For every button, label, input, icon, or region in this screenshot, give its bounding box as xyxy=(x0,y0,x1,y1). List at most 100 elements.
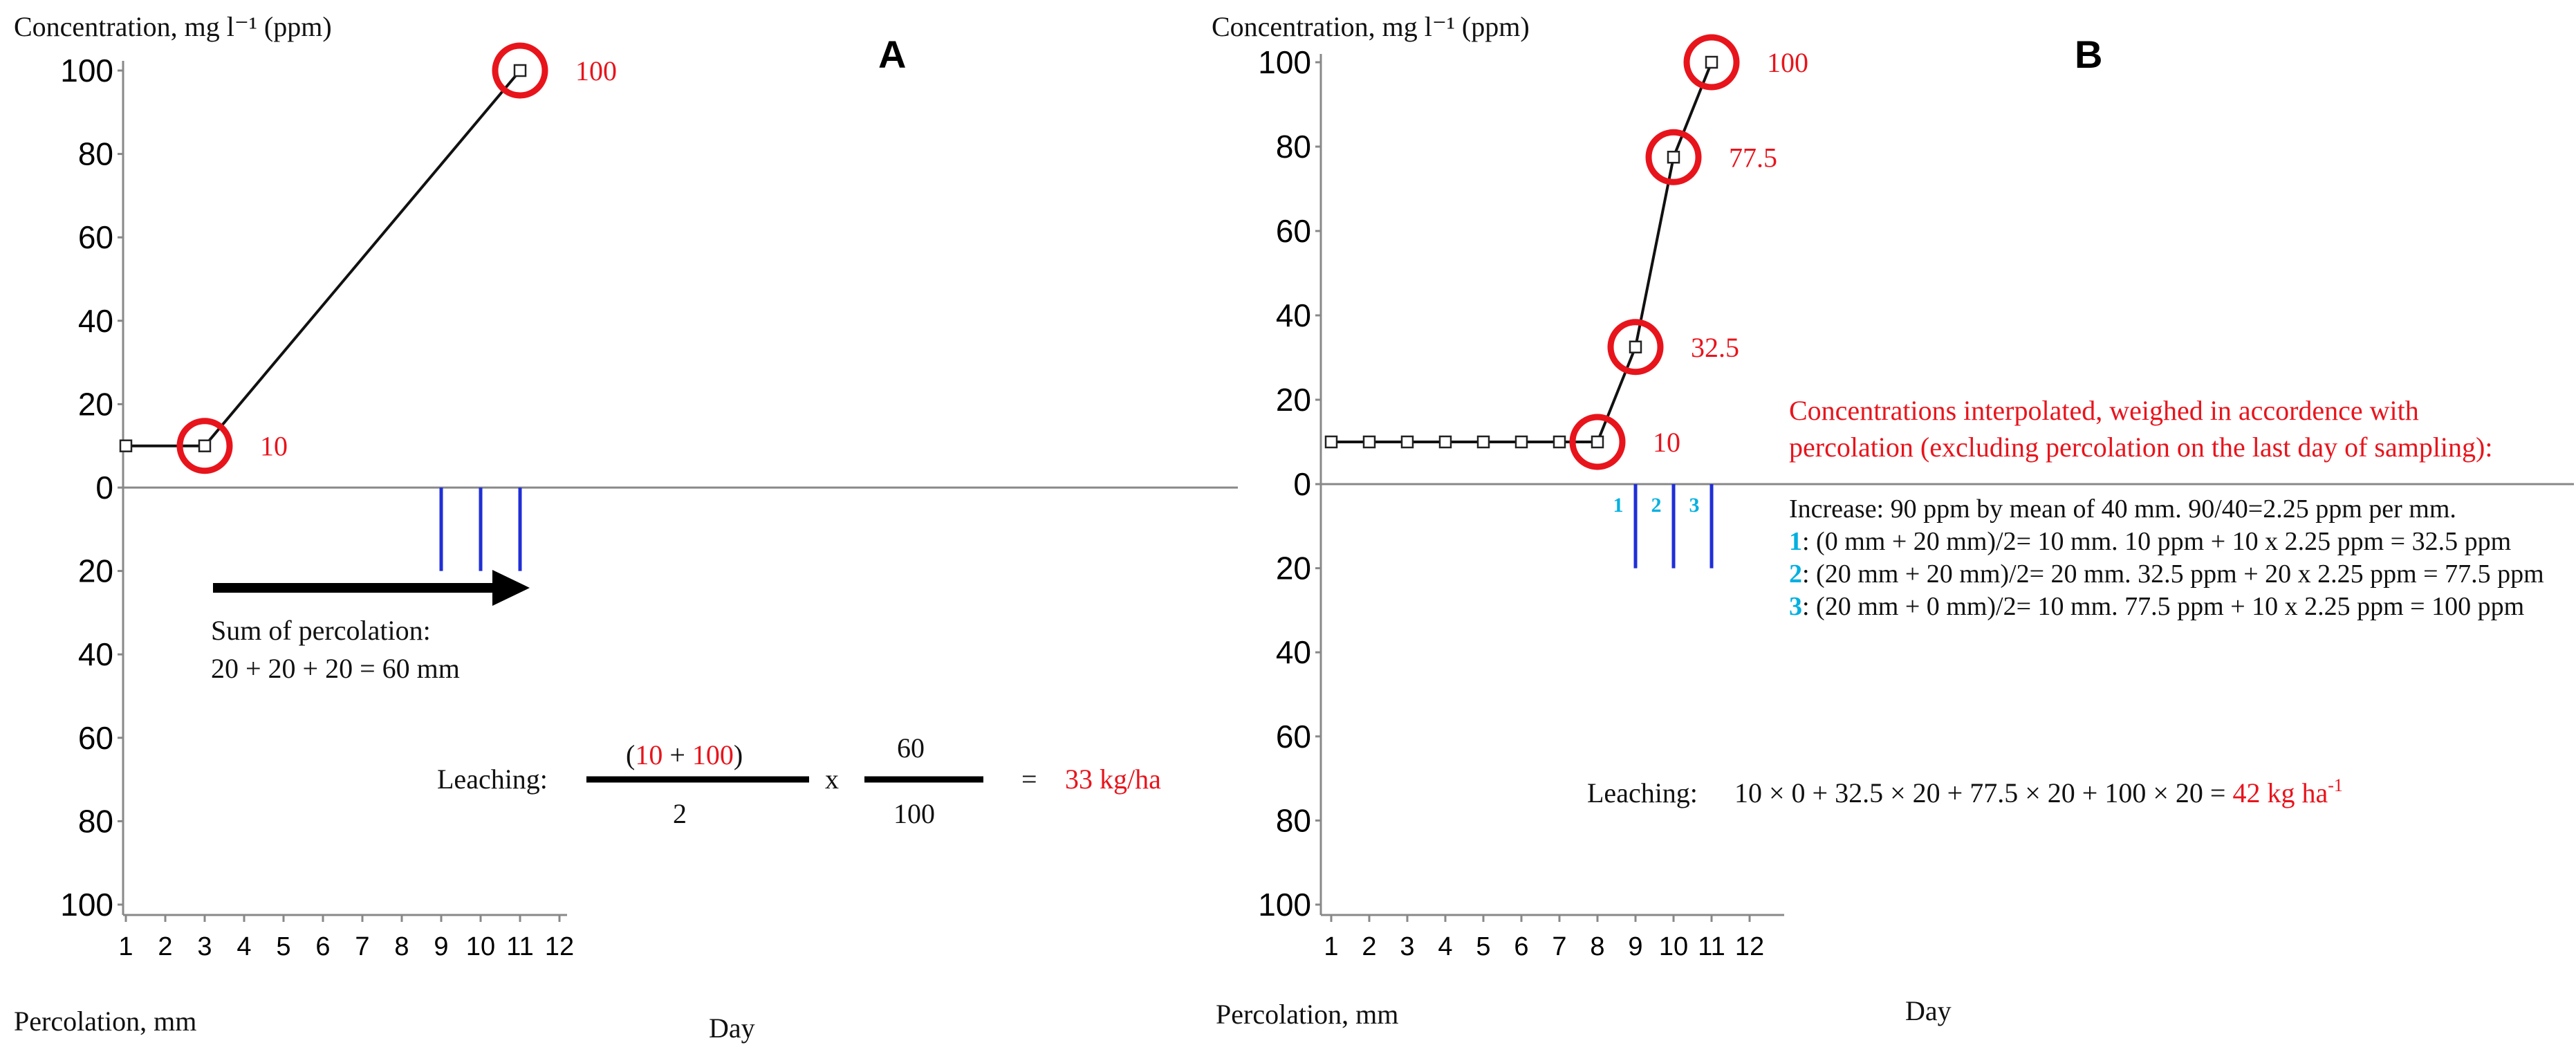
highlight-label: 100 xyxy=(1767,47,1808,78)
percolation-bar-label: 2 xyxy=(1651,494,1662,517)
y-tick-label: 80 xyxy=(78,136,113,172)
x-tick-label: 8 xyxy=(394,932,409,961)
y-tick-label: 40 xyxy=(78,303,113,339)
data-point xyxy=(1400,435,1414,449)
highlight-circle xyxy=(1569,414,1626,470)
panel-a-x-ticks: 1 2 3 4 5 6 7 8 9 10 11 12 xyxy=(118,915,574,961)
panel-b-label: B xyxy=(2075,33,2102,76)
x-tick-label: 4 xyxy=(1438,932,1452,961)
highlight-label: 10 xyxy=(260,431,288,462)
note-2-number: 2 xyxy=(1789,560,1802,589)
x-tick-label: 1 xyxy=(1324,932,1338,961)
panel-a-series-line xyxy=(126,69,521,447)
panel-b-leaching-label: Leaching: xyxy=(1587,777,1698,808)
data-point xyxy=(1324,435,1338,449)
panel-a-xlabel: Day xyxy=(709,1012,755,1044)
x-tick-label: 10 xyxy=(1659,932,1688,961)
panel-b-note-increase: Increase: 90 ppm by mean of 40 mm. 90/40… xyxy=(1789,494,2456,524)
highlight-circle xyxy=(1645,129,1702,185)
y-tick-label: 100 xyxy=(60,887,113,923)
x-tick-label: 4 xyxy=(237,932,251,961)
note-1-number: 1 xyxy=(1789,527,1802,556)
data-point xyxy=(1591,435,1604,449)
x-tick-label: 11 xyxy=(506,932,533,961)
equals-sign: = xyxy=(1021,764,1037,795)
panel-b-red-note-1: Concentrations interpolated, weighed in … xyxy=(1789,395,2419,426)
data-point xyxy=(1362,435,1376,449)
note-2-text: : (20 mm + 20 mm)/2= 20 mm. 32.5 ppm + 2… xyxy=(1802,560,2544,589)
panel-b-note-2: 2: (20 mm + 20 mm)/2= 20 mm. 32.5 ppm + … xyxy=(1789,560,2544,589)
highlight-circle xyxy=(176,418,233,474)
percolation-bar-label: 3 xyxy=(1689,494,1700,517)
x-tick-label: 12 xyxy=(1735,932,1764,961)
x-tick-label: 9 xyxy=(434,932,448,961)
data-point xyxy=(198,439,212,452)
panel-b-ylabel-concentration: Concentration, mg l⁻¹ (ppm) xyxy=(1212,11,1530,42)
y-tick-label: 60 xyxy=(78,219,113,255)
x-tick-label: 1 xyxy=(118,932,133,961)
y-tick-label: 40 xyxy=(78,636,113,672)
panel-b-percolation-bars: 1 2 3 xyxy=(1613,484,1714,568)
data-point xyxy=(1514,435,1528,449)
data-point xyxy=(1553,435,1566,449)
y-tick-label: 20 xyxy=(78,386,113,422)
panel-b: Concentration, mg l⁻¹ (ppm) B 100 80 60 40 2… xyxy=(1212,11,2574,1030)
panel-a-result: 33 kg/ha xyxy=(1065,764,1161,795)
paren-close: ) xyxy=(734,739,743,770)
y-tick-label: 20 xyxy=(1276,551,1311,586)
panel-b-points xyxy=(1324,55,1718,449)
panel-a-frac1-numerator: (10 + 100) xyxy=(626,739,743,770)
x-tick-label: 8 xyxy=(1590,932,1604,961)
times-sign: x xyxy=(825,764,839,795)
plus: + xyxy=(662,739,692,770)
x-tick-label: 5 xyxy=(276,932,290,961)
leaching-result-sup: -1 xyxy=(2328,775,2343,795)
y-tick-label: 40 xyxy=(1276,297,1311,333)
panel-a-points xyxy=(119,64,527,452)
y-tick-label: 80 xyxy=(1276,802,1311,838)
y-tick-label: 20 xyxy=(78,553,113,589)
x-tick-label: 7 xyxy=(1552,932,1566,961)
y-tick-label: 80 xyxy=(78,803,113,839)
highlight-circle xyxy=(1607,319,1664,376)
panel-a-percolation-bars xyxy=(439,488,522,571)
data-point xyxy=(1629,340,1642,353)
highlight-label: 77.5 xyxy=(1729,142,1777,173)
panel-b-x-ticks: 1 2 3 4 5 6 7 8 9 10 11 12 xyxy=(1324,915,1764,961)
panel-a-leaching-equation: Leaching: (10 + 100) 2 x 60 100 = 33 kg/… xyxy=(437,732,1161,829)
x-tick-label: 3 xyxy=(1400,932,1414,961)
x-tick-label: 2 xyxy=(158,932,172,961)
x-tick-label: 2 xyxy=(1362,932,1376,961)
panel-a-ylabel-percolation: Percolation, mm xyxy=(14,1006,196,1037)
leaching-result: 42 kg ha xyxy=(2232,777,2328,808)
panel-a-label: A xyxy=(878,33,906,76)
x-tick-label: 12 xyxy=(545,932,574,961)
panel-b-xlabel: Day xyxy=(1905,995,1952,1026)
data-point xyxy=(513,64,527,77)
y-tick-label: 0 xyxy=(95,470,113,506)
y-tick-label: 60 xyxy=(78,720,113,756)
panel-b-y-ticks: 100 80 60 40 20 0 20 40 60 80 100 xyxy=(1258,44,1321,923)
x-tick-label: 11 xyxy=(1698,932,1725,961)
note-1-text: : (0 mm + 20 mm)/2= 10 mm. 10 ppm + 10 x… xyxy=(1802,527,2511,556)
panel-a: Concentration, mg l⁻¹ (ppm) A 1008060402… xyxy=(14,11,1238,1044)
x-tick-label: 6 xyxy=(1514,932,1528,961)
y-tick-label: 20 xyxy=(1276,382,1311,418)
y-tick-label: 100 xyxy=(1258,44,1311,80)
panel-a-highlights: 10 100 xyxy=(176,42,617,474)
y-tick-label: 60 xyxy=(1276,213,1311,249)
note-3-number: 3 xyxy=(1789,592,1802,621)
note-3-text: : (20 mm + 0 mm)/2= 10 mm. 77.5 ppm + 10… xyxy=(1802,592,2524,621)
frac1-a: 10 xyxy=(635,739,662,770)
frac1-b: 100 xyxy=(692,739,734,770)
data-point xyxy=(119,439,133,452)
leaching-formula: 10 × 0 + 32.5 × 20 + 77.5 × 20 + 100 × 2… xyxy=(1734,777,2232,808)
highlight-circle xyxy=(492,42,548,99)
panel-b-ylabel-percolation: Percolation, mm xyxy=(1216,999,1398,1030)
highlight-label: 32.5 xyxy=(1691,332,1739,363)
highlight-circle xyxy=(1683,34,1740,91)
frac1-denominator: 2 xyxy=(673,798,687,829)
panel-b-series-line xyxy=(1331,62,1713,443)
y-tick-label: 100 xyxy=(1258,887,1311,923)
